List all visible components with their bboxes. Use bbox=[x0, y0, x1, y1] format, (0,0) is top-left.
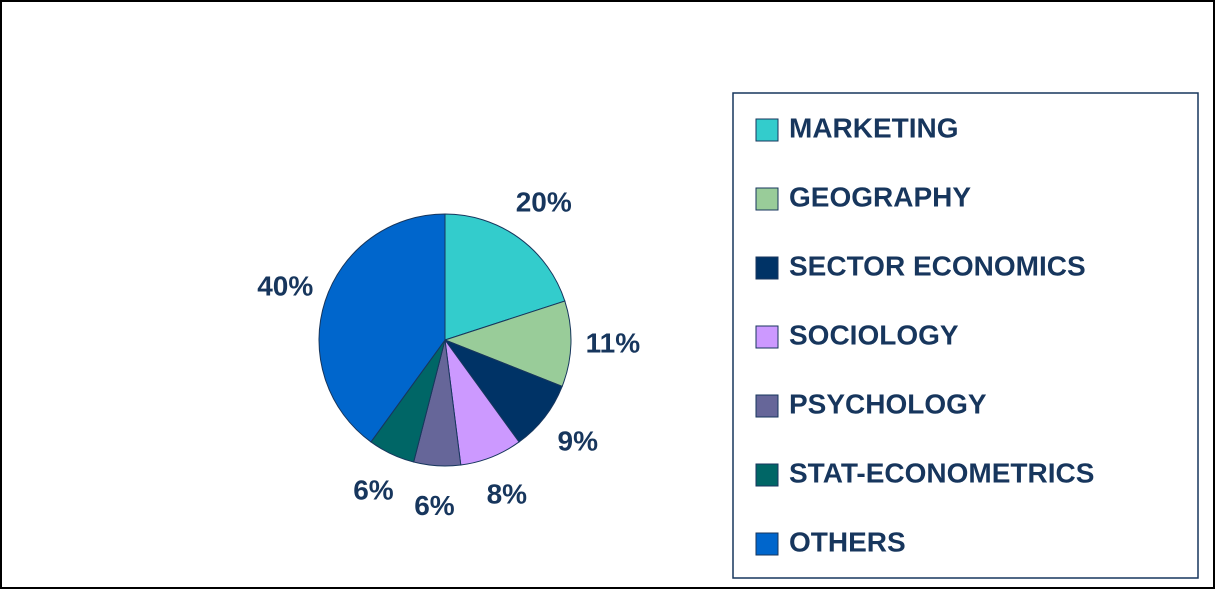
pie-slice bbox=[443, 300, 572, 388]
pie-slice bbox=[318, 213, 446, 443]
legend-label: OTHERS bbox=[789, 526, 906, 557]
legend-label: GEOGRAPHY bbox=[789, 181, 971, 212]
data-label: 9% bbox=[558, 425, 599, 456]
data-label: 20% bbox=[516, 186, 572, 217]
legend-swatch bbox=[755, 118, 779, 142]
data-label: 8% bbox=[487, 479, 528, 510]
legend-label: SECTOR ECONOMICS bbox=[789, 250, 1086, 281]
legend-swatch bbox=[755, 256, 779, 280]
data-label: 40% bbox=[257, 270, 313, 301]
legend-swatch bbox=[755, 187, 779, 211]
legend-swatch bbox=[755, 394, 779, 418]
data-label: 6% bbox=[353, 474, 394, 505]
legend-swatch bbox=[755, 532, 779, 556]
legend-label: MARKETING bbox=[789, 112, 959, 143]
legend-label: PSYCHOLOGY bbox=[789, 388, 987, 419]
legend-swatch bbox=[755, 325, 779, 349]
legend-label: SOCIOLOGY bbox=[789, 319, 959, 350]
data-label: 6% bbox=[414, 490, 455, 521]
legend-label: STAT-ECONOMETRICS bbox=[789, 457, 1094, 488]
legend-box bbox=[732, 92, 1199, 579]
pie-slice bbox=[444, 213, 566, 341]
legend-swatch bbox=[755, 463, 779, 487]
data-label: 11% bbox=[586, 328, 641, 359]
